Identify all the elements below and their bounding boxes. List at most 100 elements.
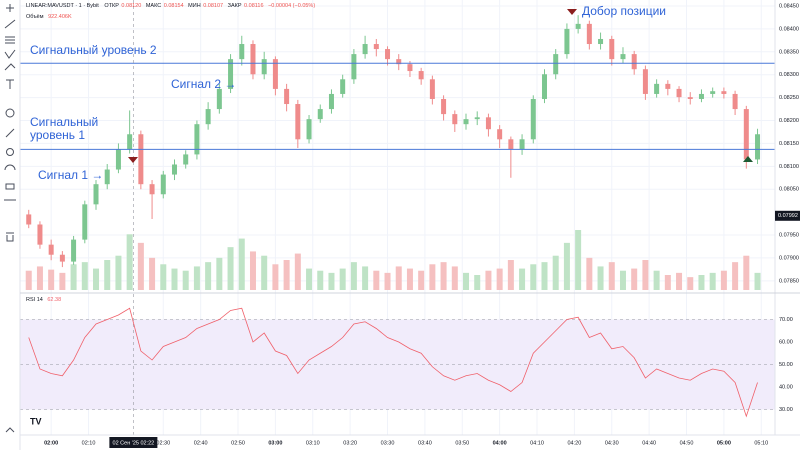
- rsi-title: RSI 14: [26, 297, 43, 303]
- emoji-tool[interactable]: [5, 108, 15, 118]
- candle-body: [620, 54, 626, 60]
- volume-bar: [81, 262, 88, 290]
- volume-bar: [552, 255, 559, 290]
- volume-bar: [384, 272, 391, 290]
- rsi-tick-label: 70.00: [779, 317, 793, 323]
- trash-tool[interactable]: [6, 232, 14, 242]
- candle-body: [351, 54, 357, 80]
- crosshair-time-box: [109, 437, 158, 448]
- volume-bar: [586, 257, 593, 290]
- volume-bar: [93, 268, 100, 290]
- volume-bar: [653, 270, 660, 290]
- candle-body: [530, 98, 536, 140]
- fib-tool[interactable]: [5, 36, 15, 44]
- x-tick-label: 03:50: [455, 440, 469, 446]
- volume-bar: [115, 255, 122, 290]
- toolbar: [0, 0, 20, 450]
- volume-bar: [664, 275, 671, 290]
- candle-body: [171, 164, 177, 175]
- ohlc-label: МИН: [188, 3, 201, 9]
- rsi-tick-label: 40.00: [779, 384, 793, 390]
- volume-bar: [698, 275, 705, 290]
- volume-value: 922.406K: [48, 14, 72, 20]
- candle-body: [698, 93, 704, 99]
- rsi-header: RSI 14 62.38: [26, 297, 61, 303]
- volume-bar: [575, 230, 582, 290]
- level-1-label: уровень 1: [30, 128, 85, 142]
- volume-bar: [597, 266, 604, 290]
- pattern-tool[interactable]: [4, 49, 16, 59]
- volume-bar: [36, 266, 43, 290]
- x-tick-label: 03:20: [343, 440, 357, 446]
- add-marker: [567, 9, 577, 15]
- buy-marker: [743, 156, 753, 162]
- candle-body: [429, 79, 435, 99]
- zoom-tool[interactable]: [6, 148, 14, 156]
- trend-line-tool[interactable]: [4, 19, 16, 29]
- candle-body: [541, 74, 547, 99]
- candle-body: [553, 54, 559, 75]
- volume-bar: [216, 257, 223, 290]
- crosshair-tool[interactable]: [6, 4, 14, 12]
- candle-body: [474, 117, 480, 120]
- volume-bar: [160, 264, 167, 290]
- volume-bar: [249, 251, 256, 290]
- collapse-tool[interactable]: [5, 427, 15, 433]
- sell-marker: [128, 157, 138, 163]
- volume-bar: [48, 269, 55, 290]
- candle-body: [609, 38, 615, 60]
- candle-body: [228, 59, 234, 89]
- candle-body: [239, 44, 245, 60]
- volume-bar: [642, 260, 649, 290]
- rsi-line: [28, 307, 758, 418]
- candle-body: [586, 23, 592, 45]
- legend-header: LINEAR:MAVUSDT · 1 · Bybit ОТКР 0.08120 …: [26, 3, 315, 9]
- candle-body: [710, 91, 716, 94]
- y-tick-label: 0.08300: [779, 72, 799, 78]
- x-tick-label: 02:00: [44, 440, 58, 446]
- volume-bar: [530, 264, 537, 290]
- brush-tool[interactable]: [4, 63, 16, 71]
- y-tick-label: 0.08100: [779, 164, 799, 170]
- candle-body: [104, 169, 110, 185]
- candle-body: [205, 109, 211, 125]
- candle-body: [216, 88, 222, 110]
- volume-bar: [754, 272, 761, 290]
- crosshair-time-label: 02 Сен '25 02:22: [113, 440, 155, 446]
- magnet-tool[interactable]: [4, 164, 16, 171]
- volume-bar: [451, 266, 458, 290]
- candle-body: [306, 119, 312, 140]
- volume-bar: [709, 272, 716, 290]
- candle-body: [732, 93, 738, 110]
- candle-body: [654, 83, 660, 94]
- y-tick-label: 0.07950: [779, 232, 799, 238]
- last-price-box: [775, 210, 800, 221]
- volume-bar: [373, 270, 380, 290]
- y-tick-label: 0.08250: [779, 95, 799, 101]
- candle-body: [48, 244, 54, 255]
- y-tick-label: 0.07850: [779, 278, 799, 284]
- volume-bar: [25, 270, 32, 290]
- ohlc-value: 0.08120: [121, 3, 141, 9]
- volume-bar: [227, 247, 234, 290]
- volume-bar: [339, 268, 346, 290]
- rsi-tick-label: 30.00: [779, 407, 793, 413]
- candle-body: [26, 214, 32, 225]
- volume-label: Объём: [26, 14, 44, 20]
- x-tick-label: 03:10: [306, 440, 320, 446]
- x-tick-label: 03:00: [268, 440, 282, 446]
- x-tick-label: 02:50: [231, 440, 245, 446]
- x-tick-label: 03:40: [418, 440, 432, 446]
- candle-body: [194, 124, 200, 155]
- volume-bar: [317, 270, 324, 290]
- text-tool[interactable]: [6, 79, 14, 89]
- volume-bar: [631, 268, 638, 290]
- volume-bar: [608, 262, 615, 290]
- ohlc-value: 0.08116: [244, 3, 263, 9]
- candle-body: [295, 104, 301, 140]
- ohlc-label: МАКС: [146, 3, 161, 9]
- lock-tool[interactable]: [5, 183, 15, 190]
- x-tick-label: 04:00: [493, 440, 507, 446]
- ruler-tool[interactable]: [5, 128, 15, 138]
- ohlc-label: ОТКР: [104, 3, 119, 9]
